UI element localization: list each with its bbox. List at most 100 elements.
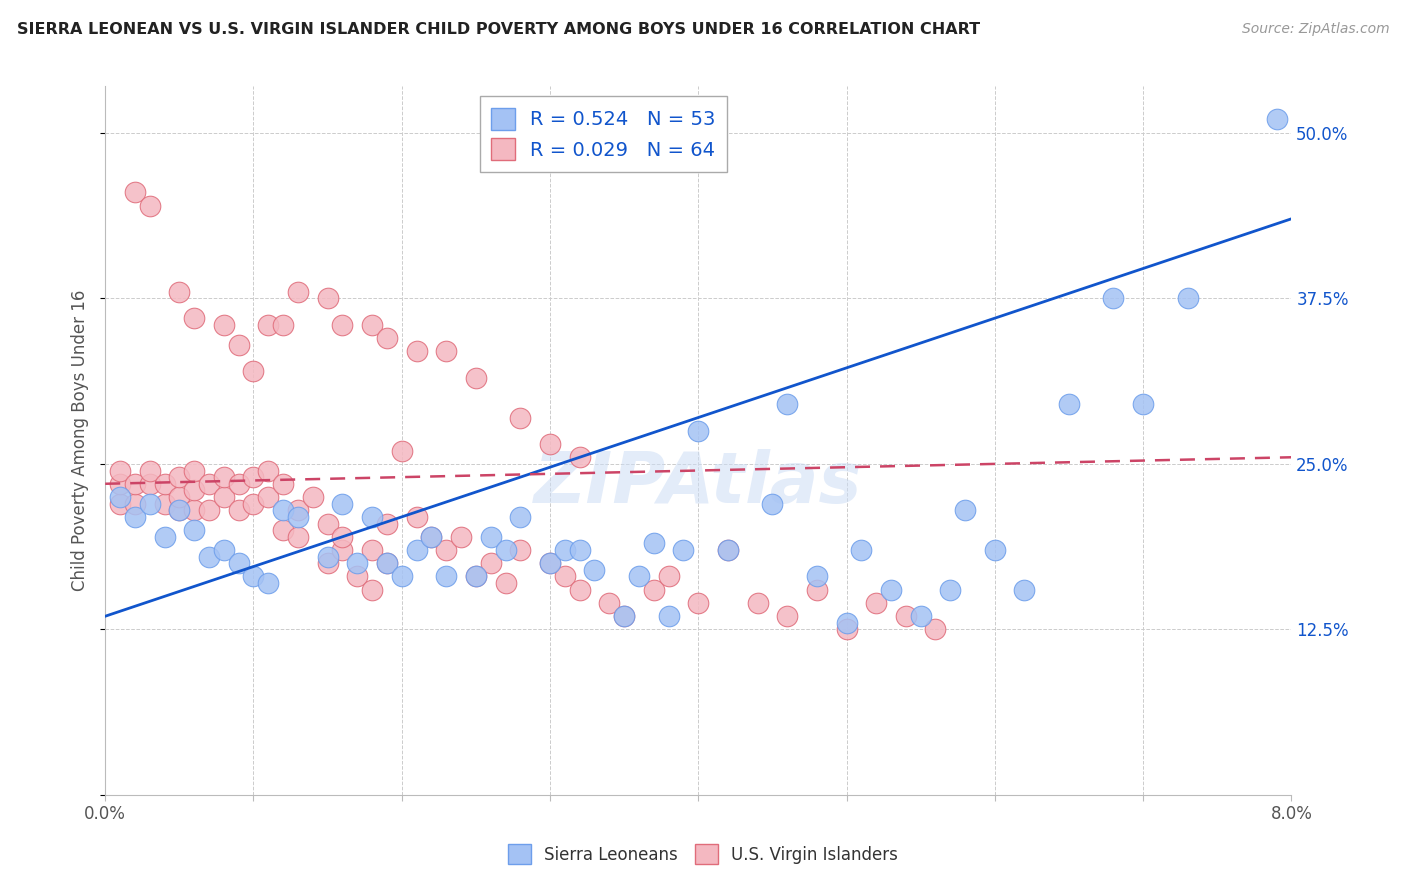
Point — [183, 503, 205, 517]
Point — [1177, 291, 1199, 305]
Point — [228, 337, 250, 351]
Point — [361, 582, 384, 597]
Point — [984, 543, 1007, 558]
Point — [658, 609, 681, 624]
Point — [257, 463, 280, 477]
Point — [391, 569, 413, 583]
Point — [169, 490, 191, 504]
Point — [880, 582, 903, 597]
Point — [598, 596, 620, 610]
Point — [434, 569, 457, 583]
Point — [198, 476, 221, 491]
Point — [124, 497, 146, 511]
Point — [806, 569, 828, 583]
Point — [153, 476, 176, 491]
Point — [287, 503, 309, 517]
Point — [108, 463, 131, 477]
Point — [1265, 112, 1288, 127]
Point — [747, 596, 769, 610]
Point — [776, 397, 799, 411]
Point — [495, 543, 517, 558]
Point — [464, 569, 486, 583]
Point — [688, 424, 710, 438]
Point — [138, 476, 160, 491]
Point — [138, 497, 160, 511]
Point — [835, 615, 858, 630]
Text: ZIPAtlas: ZIPAtlas — [534, 449, 862, 517]
Point — [538, 556, 561, 570]
Point — [405, 509, 427, 524]
Point — [717, 543, 740, 558]
Point — [613, 609, 636, 624]
Point — [183, 463, 205, 477]
Point — [257, 576, 280, 591]
Point — [212, 318, 235, 332]
Point — [509, 543, 531, 558]
Point — [124, 509, 146, 524]
Y-axis label: Child Poverty Among Boys Under 16: Child Poverty Among Boys Under 16 — [72, 290, 89, 591]
Legend: R = 0.524   N = 53, R = 0.029   N = 64: R = 0.524 N = 53, R = 0.029 N = 64 — [479, 96, 727, 172]
Point — [450, 530, 472, 544]
Point — [1132, 397, 1154, 411]
Point — [953, 503, 976, 517]
Point — [894, 609, 917, 624]
Point — [228, 503, 250, 517]
Point — [627, 569, 650, 583]
Point — [332, 543, 354, 558]
Point — [375, 516, 398, 531]
Point — [568, 543, 591, 558]
Point — [153, 530, 176, 544]
Point — [1102, 291, 1125, 305]
Point — [198, 549, 221, 564]
Point — [287, 530, 309, 544]
Point — [346, 556, 368, 570]
Point — [212, 490, 235, 504]
Point — [361, 509, 384, 524]
Point — [554, 543, 576, 558]
Point — [1014, 582, 1036, 597]
Point — [316, 291, 339, 305]
Point — [568, 450, 591, 465]
Point — [554, 569, 576, 583]
Point — [242, 364, 264, 378]
Point — [301, 490, 323, 504]
Legend: Sierra Leoneans, U.S. Virgin Islanders: Sierra Leoneans, U.S. Virgin Islanders — [501, 838, 905, 871]
Point — [198, 503, 221, 517]
Point — [835, 623, 858, 637]
Point — [658, 569, 681, 583]
Point — [138, 198, 160, 212]
Point — [509, 509, 531, 524]
Point — [420, 530, 443, 544]
Point — [405, 344, 427, 359]
Point — [332, 318, 354, 332]
Point — [287, 509, 309, 524]
Point — [212, 470, 235, 484]
Point — [391, 443, 413, 458]
Point — [361, 543, 384, 558]
Point — [271, 476, 294, 491]
Point — [242, 470, 264, 484]
Point — [138, 463, 160, 477]
Point — [464, 569, 486, 583]
Point — [568, 582, 591, 597]
Point — [316, 516, 339, 531]
Point — [434, 543, 457, 558]
Point — [464, 371, 486, 385]
Point — [271, 523, 294, 537]
Point — [124, 186, 146, 200]
Point — [939, 582, 962, 597]
Point — [169, 503, 191, 517]
Point — [434, 344, 457, 359]
Point — [761, 497, 783, 511]
Point — [257, 318, 280, 332]
Point — [643, 536, 665, 550]
Point — [169, 285, 191, 299]
Point — [538, 437, 561, 451]
Text: SIERRA LEONEAN VS U.S. VIRGIN ISLANDER CHILD POVERTY AMONG BOYS UNDER 16 CORRELA: SIERRA LEONEAN VS U.S. VIRGIN ISLANDER C… — [17, 22, 980, 37]
Point — [212, 543, 235, 558]
Point — [375, 556, 398, 570]
Point — [183, 523, 205, 537]
Point — [242, 569, 264, 583]
Point — [851, 543, 873, 558]
Point — [332, 497, 354, 511]
